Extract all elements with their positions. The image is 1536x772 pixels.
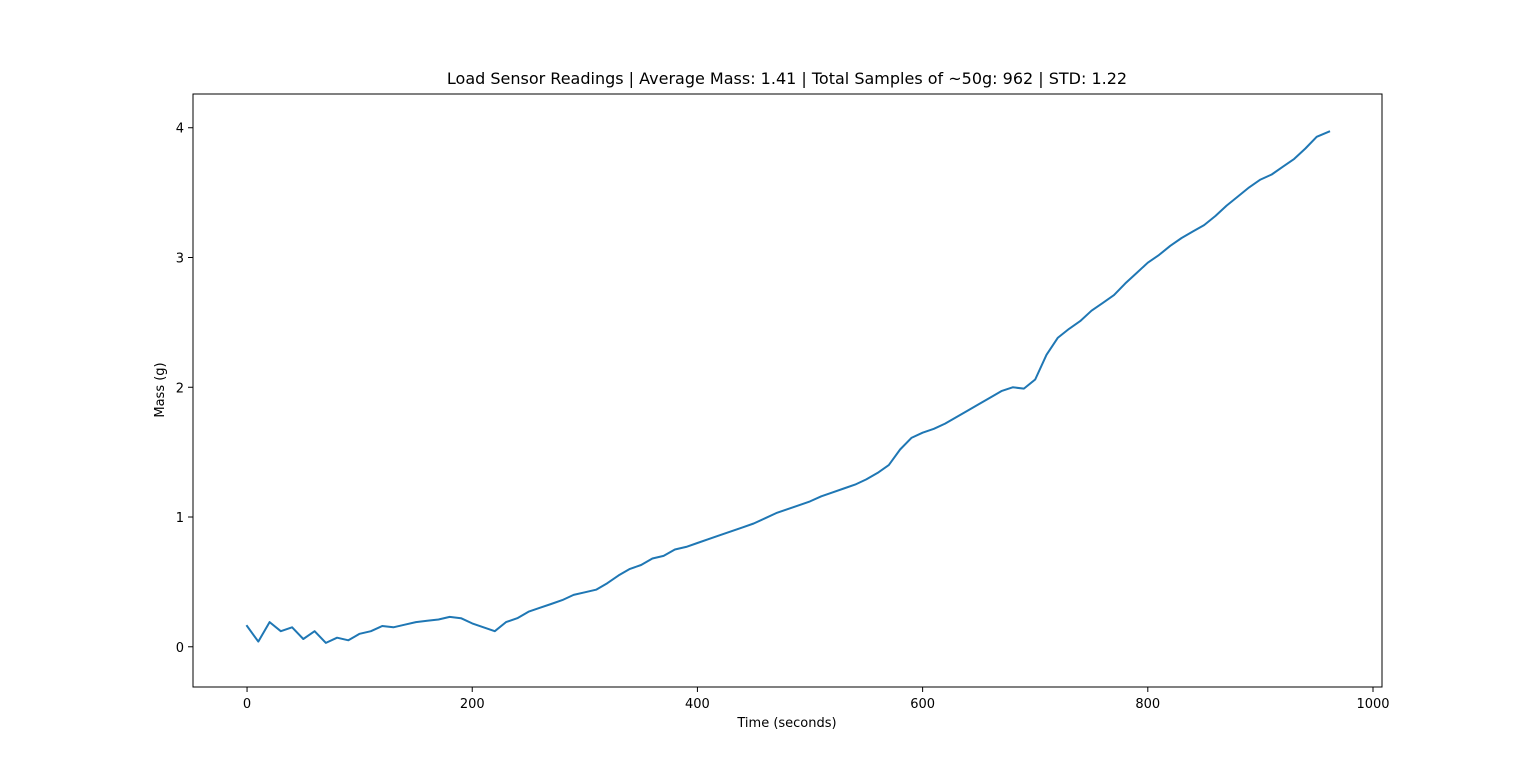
x-axis: 0 200 400 600 800 1000 — [243, 687, 1390, 712]
x-tick-label: 800 — [1135, 697, 1160, 712]
x-tick-label: 200 — [460, 697, 485, 712]
y-tick-label: 0 — [176, 641, 184, 656]
y-axis-label: Mass (g) — [153, 362, 168, 417]
y-tick-label: 1 — [176, 511, 184, 526]
x-axis-label: Time (seconds) — [736, 716, 836, 731]
y-tick-label: 3 — [176, 251, 184, 266]
plot-frame — [192, 93, 1383, 688]
x-tick-label: 1000 — [1356, 697, 1389, 712]
y-axis: 0 1 2 3 4 — [176, 122, 193, 656]
x-tick-label: 600 — [910, 697, 935, 712]
chart-title: Load Sensor Readings | Average Mass: 1.4… — [447, 69, 1127, 88]
y-tick-label: 4 — [176, 122, 184, 137]
plot-area — [192, 93, 1383, 688]
y-tick-label: 2 — [176, 381, 184, 396]
x-tick-label: 0 — [243, 697, 251, 712]
x-tick-label: 400 — [685, 697, 710, 712]
series-line-mass — [245, 130, 1331, 644]
